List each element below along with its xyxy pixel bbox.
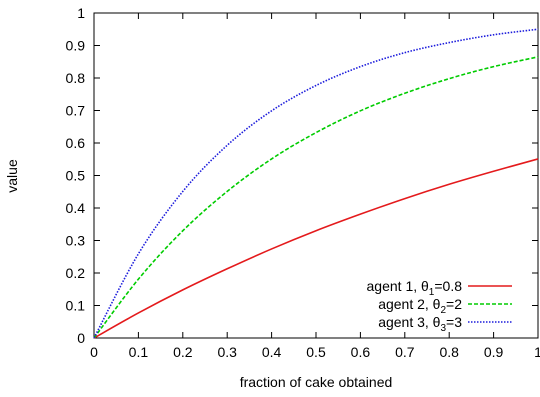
y-tick-label: 0.7 bbox=[66, 103, 86, 119]
legend-label-agent-1: agent 1, θ1=0.8 bbox=[367, 278, 463, 298]
y-tick-label: 0.9 bbox=[66, 38, 86, 54]
x-tick-label: 0.2 bbox=[173, 344, 193, 360]
y-axis-label: value bbox=[4, 159, 20, 193]
y-tick-label: 1 bbox=[77, 5, 85, 21]
y-tick-label: 0.2 bbox=[66, 265, 86, 281]
series-line-agent-1 bbox=[93, 158, 539, 339]
x-tick-label: 0.5 bbox=[306, 344, 326, 360]
y-tick-label: 0.6 bbox=[66, 135, 86, 151]
legend-label-agent-2: agent 2, θ2=2 bbox=[378, 296, 462, 316]
x-tick-label: 0.8 bbox=[439, 344, 459, 360]
x-tick-label: 0.4 bbox=[262, 344, 282, 360]
x-tick-label: 0.3 bbox=[217, 344, 237, 360]
y-tick-label: 0 bbox=[77, 330, 85, 346]
y-axis: 0 0.1 0.2 0.3 0.4 0.5 0.6 0.7 0.8 0.9 1 bbox=[66, 5, 538, 346]
legend-label-agent-3: agent 3, θ3=3 bbox=[378, 314, 462, 334]
x-axis-label: fraction of cake obtained bbox=[240, 374, 393, 390]
x-tick-label: 0.9 bbox=[484, 344, 504, 360]
x-axis: 0 0.1 0.2 0.3 0.4 0.5 0.6 0.7 0.8 0.9 1 bbox=[90, 13, 540, 360]
series-line-agent-2 bbox=[93, 56, 539, 339]
x-tick-label: 0.6 bbox=[351, 344, 371, 360]
series-lines bbox=[93, 28, 539, 339]
x-tick-label: 1 bbox=[534, 344, 540, 360]
series-line-agent-3 bbox=[93, 28, 539, 339]
plot-area bbox=[93, 12, 539, 339]
x-tick-label: 0.7 bbox=[395, 344, 415, 360]
y-tick-label: 0.3 bbox=[66, 233, 86, 249]
y-tick-label: 0.1 bbox=[66, 298, 86, 314]
y-tick-label: 0.4 bbox=[66, 200, 86, 216]
x-tick-label: 0 bbox=[90, 344, 98, 360]
y-tick-label: 0.5 bbox=[66, 168, 86, 184]
x-tick-label: 0.1 bbox=[129, 344, 149, 360]
y-tick-label: 0.8 bbox=[66, 70, 86, 86]
